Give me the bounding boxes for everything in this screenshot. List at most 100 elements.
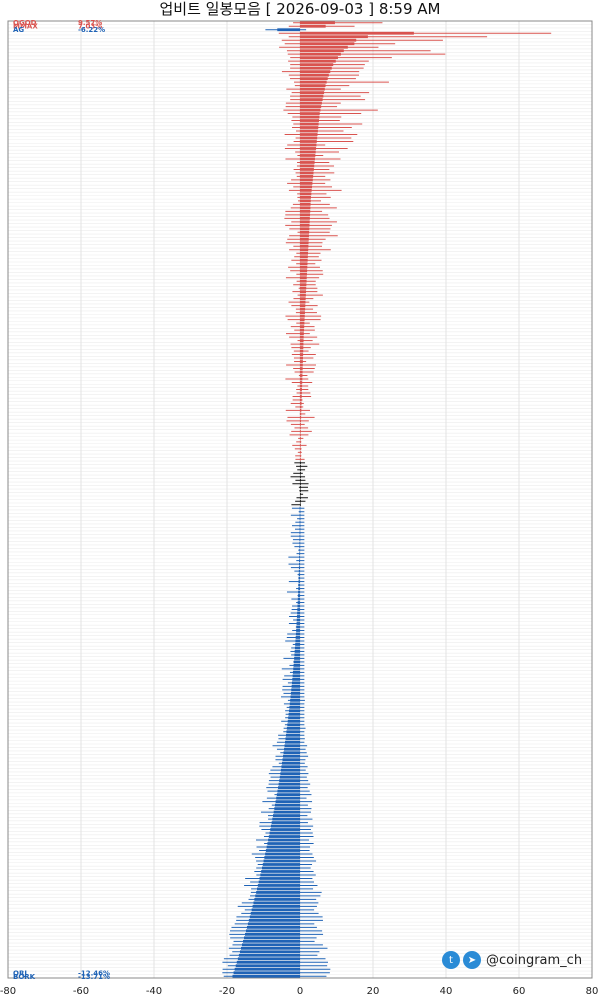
bar [300, 220, 310, 224]
bar [300, 91, 325, 94]
bar [300, 478, 301, 482]
percent-label: 9.57% [78, 19, 102, 27]
bar [290, 691, 300, 695]
bar [300, 283, 307, 287]
bar [300, 80, 327, 84]
bar [300, 433, 301, 437]
bar [300, 122, 319, 126]
bar [300, 230, 310, 234]
bar [300, 405, 302, 409]
bar [299, 524, 301, 528]
bar [283, 754, 300, 758]
bar [233, 971, 300, 975]
bar [300, 468, 301, 472]
bar [234, 967, 300, 971]
bar [300, 429, 301, 433]
bar [263, 859, 300, 863]
bar [295, 639, 300, 643]
bar [300, 272, 307, 276]
ticker-label: BORK [13, 973, 36, 981]
bar [297, 597, 300, 601]
bar [300, 496, 301, 500]
bar [300, 332, 304, 335]
bar [299, 548, 301, 552]
bar [299, 517, 301, 521]
bar [239, 950, 300, 954]
bar [290, 695, 300, 699]
bar [257, 884, 300, 887]
bar [245, 929, 300, 933]
bar [270, 828, 300, 831]
bar [273, 810, 300, 814]
bar [300, 133, 318, 136]
bar [298, 576, 300, 580]
bar [277, 28, 300, 32]
ticker-label: ORJ [13, 969, 27, 977]
bar [300, 262, 308, 266]
bar [238, 953, 300, 957]
bar [300, 346, 304, 349]
bar [300, 227, 310, 231]
bar [300, 178, 313, 182]
bar [300, 84, 326, 88]
bar [299, 520, 301, 524]
x-tick-label: -20 [219, 986, 235, 997]
bar [250, 911, 300, 915]
bar [300, 300, 306, 304]
bar [296, 615, 300, 618]
bar [300, 391, 302, 395]
bar [299, 534, 301, 538]
bar [268, 838, 300, 842]
bar [262, 863, 300, 866]
bar [300, 234, 309, 238]
bar [300, 105, 322, 108]
bar [297, 604, 300, 608]
bar [297, 608, 300, 611]
bar [300, 293, 306, 297]
bar [294, 646, 300, 650]
bar [292, 670, 300, 674]
bar [276, 793, 300, 797]
plot-frame [7, 20, 593, 979]
bar [247, 922, 300, 926]
bar [300, 171, 314, 175]
bar [300, 164, 315, 168]
bar [243, 939, 300, 943]
bar [300, 157, 315, 161]
bar [300, 416, 302, 419]
bar [300, 423, 301, 426]
bar [291, 688, 300, 692]
bar [300, 342, 304, 346]
bar [300, 56, 338, 60]
bar [300, 199, 311, 203]
bar [285, 737, 300, 741]
bar [285, 733, 300, 737]
bar [300, 318, 305, 322]
bar [288, 716, 300, 720]
bar [299, 541, 301, 545]
bar [288, 709, 300, 713]
bar [300, 370, 303, 374]
bar [300, 38, 357, 42]
bar [235, 964, 300, 968]
bar [252, 905, 300, 908]
bar [300, 119, 319, 122]
bar [300, 276, 307, 280]
bar [253, 901, 300, 905]
bar [300, 42, 355, 46]
bar [296, 622, 300, 625]
bar [300, 381, 303, 384]
bar [300, 339, 304, 342]
bar [300, 140, 317, 143]
bar [300, 471, 301, 475]
bar [300, 499, 301, 503]
bar [244, 932, 300, 936]
bar [278, 786, 300, 790]
bar [300, 24, 326, 28]
bar [300, 70, 331, 74]
bar [300, 443, 301, 447]
bar [300, 63, 334, 67]
bar [300, 297, 306, 301]
bar [300, 255, 308, 259]
x-tick-label: -60 [73, 986, 89, 997]
